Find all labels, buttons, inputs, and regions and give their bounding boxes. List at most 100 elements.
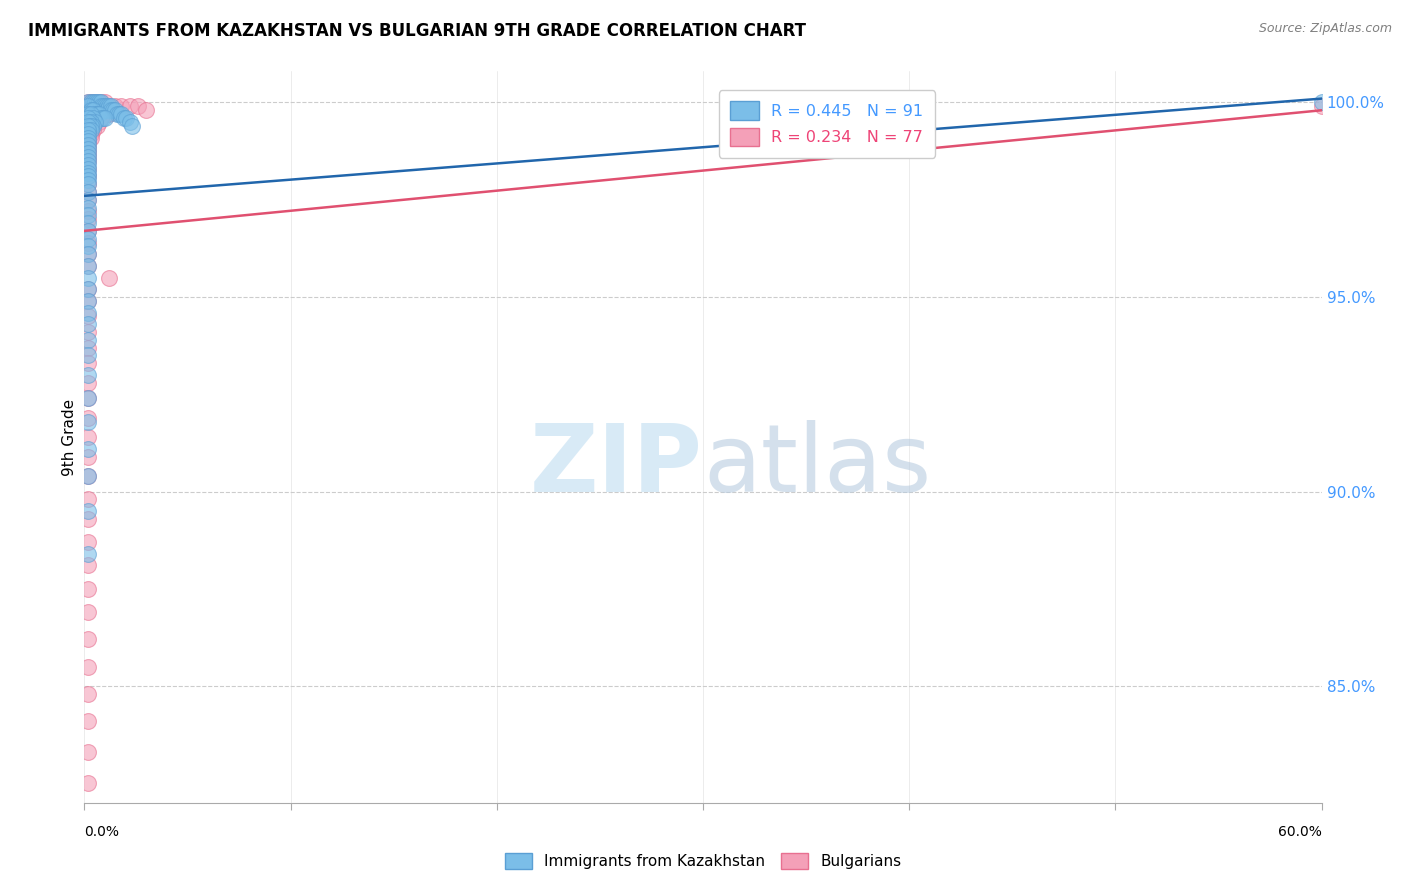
Point (110, 99, 132, 113)
Point (77, 356, 100, 370)
Point (83, 95, 105, 110)
Legend: R = 0.445   N = 91, R = 0.234   N = 77: R = 0.445 N = 91, R = 0.234 N = 77 (718, 90, 935, 158)
Point (114, 111, 136, 125)
Point (79, 115, 101, 129)
Point (90, 95, 112, 110)
Point (77, 687, 100, 701)
Point (90, 111, 112, 125)
Point (1310, 95, 1333, 110)
Point (77, 119, 100, 133)
Point (77, 714, 100, 728)
Point (77, 325, 100, 339)
Point (77, 169, 100, 184)
Point (86, 103, 108, 118)
Point (108, 107, 131, 121)
Point (77, 150, 100, 164)
Point (90, 95, 112, 110)
Point (96, 99, 118, 113)
Point (77, 469, 100, 483)
Point (77, 169, 100, 184)
Point (96, 103, 118, 118)
Point (77, 127, 100, 141)
Point (77, 547, 100, 561)
Point (77, 130, 100, 145)
Point (77, 111, 100, 125)
Point (82, 103, 104, 118)
Point (77, 138, 100, 153)
Point (77, 138, 100, 153)
Point (77, 430, 100, 444)
Point (100, 103, 122, 118)
Point (94, 111, 117, 125)
Point (87, 99, 110, 113)
Point (86, 107, 108, 121)
Point (79, 119, 101, 133)
Point (77, 216, 100, 230)
Point (82, 111, 104, 125)
Point (77, 185, 100, 199)
Point (94, 103, 117, 118)
Point (77, 442, 100, 456)
Point (77, 95, 100, 110)
Point (77, 535, 100, 549)
Point (87, 95, 110, 110)
Point (77, 142, 100, 156)
Point (82, 119, 104, 133)
Point (77, 745, 100, 759)
Point (118, 99, 141, 113)
Point (91, 111, 114, 125)
Point (77, 659, 100, 673)
Point (79, 103, 101, 118)
Point (77, 333, 100, 347)
Point (86, 119, 108, 133)
Point (86, 95, 108, 110)
Point (104, 99, 127, 113)
Point (77, 115, 100, 129)
Point (77, 239, 100, 253)
Point (103, 103, 125, 118)
Point (77, 193, 100, 207)
Point (79, 107, 101, 121)
Point (77, 558, 100, 573)
Point (77, 204, 100, 219)
Point (83, 107, 105, 121)
Point (77, 224, 100, 238)
Legend: Immigrants from Kazakhstan, Bulgarians: Immigrants from Kazakhstan, Bulgarians (499, 847, 907, 875)
Point (77, 348, 100, 362)
Point (77, 150, 100, 164)
Point (100, 99, 122, 113)
Point (77, 282, 100, 296)
Point (77, 450, 100, 464)
Point (77, 582, 100, 596)
Point (90, 99, 112, 113)
Point (77, 173, 100, 187)
Point (77, 212, 100, 227)
Point (104, 103, 127, 118)
Point (77, 492, 100, 507)
Point (86, 99, 108, 113)
Point (79, 127, 101, 141)
Point (98, 270, 121, 285)
Point (98, 99, 121, 113)
Point (77, 161, 100, 176)
Point (77, 410, 100, 425)
Point (77, 368, 100, 382)
Point (77, 247, 100, 261)
Point (112, 111, 135, 125)
Point (77, 235, 100, 250)
Point (77, 504, 100, 518)
Point (77, 153, 100, 168)
Point (77, 130, 100, 145)
Point (79, 107, 101, 121)
Point (82, 95, 104, 110)
Y-axis label: 9th Grade: 9th Grade (62, 399, 77, 475)
Text: 60.0%: 60.0% (1278, 825, 1322, 839)
Point (1310, 99, 1333, 113)
Point (90, 111, 112, 125)
Point (110, 107, 132, 121)
Point (77, 776, 100, 790)
Point (79, 130, 101, 145)
Text: atlas: atlas (703, 420, 931, 512)
Point (91, 103, 114, 118)
Point (77, 208, 100, 222)
